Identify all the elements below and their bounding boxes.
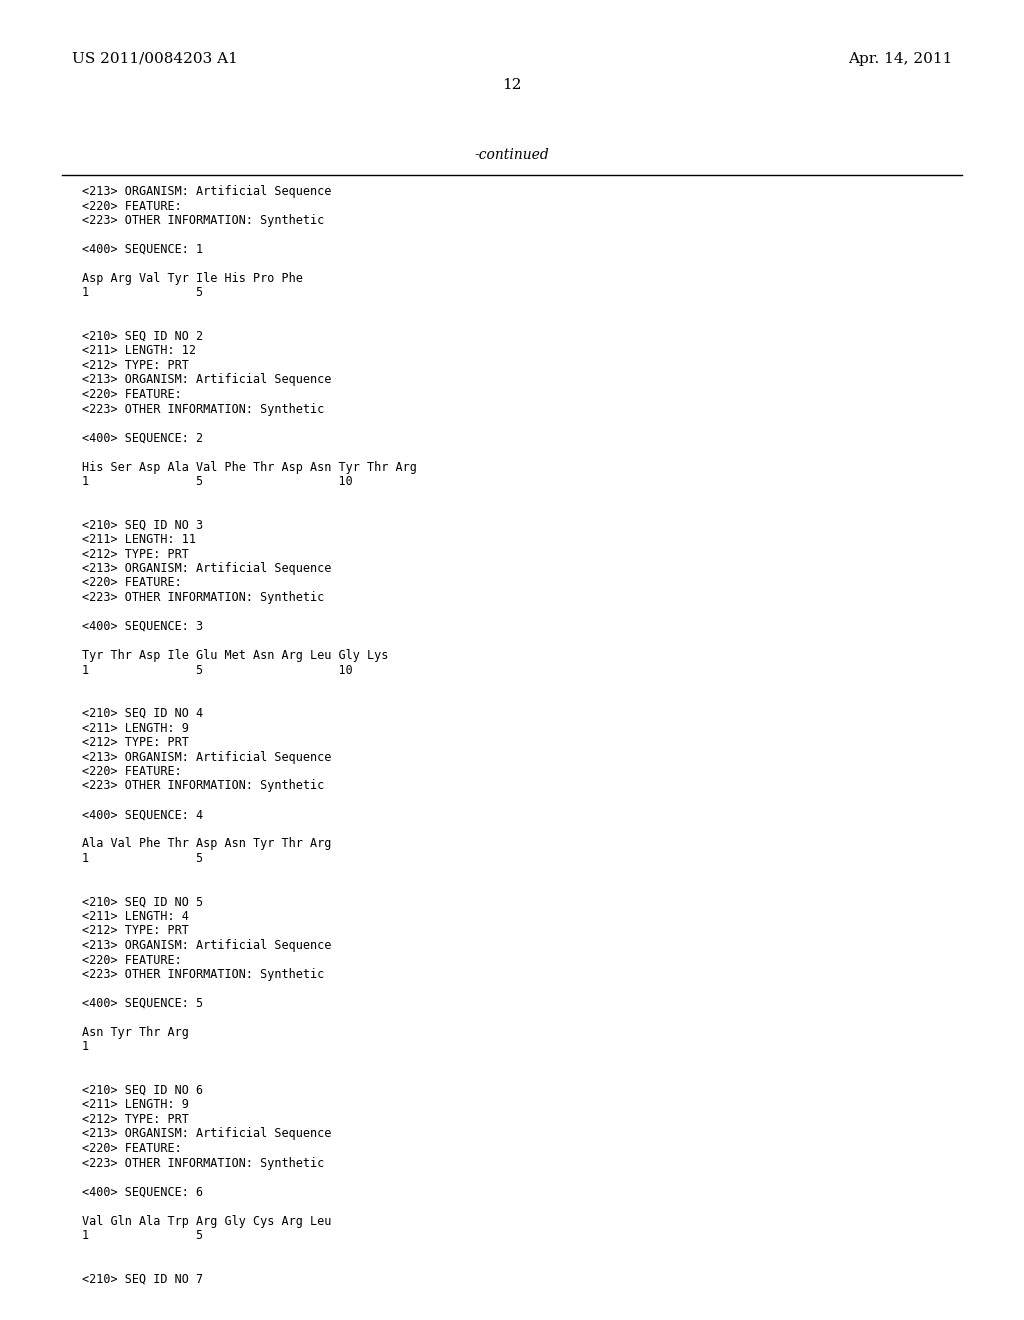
Text: <400> SEQUENCE: 2: <400> SEQUENCE: 2 (82, 432, 203, 445)
Text: 1               5: 1 5 (82, 851, 203, 865)
Text: <213> ORGANISM: Artificial Sequence: <213> ORGANISM: Artificial Sequence (82, 751, 332, 763)
Text: <400> SEQUENCE: 5: <400> SEQUENCE: 5 (82, 997, 203, 1010)
Text: <213> ORGANISM: Artificial Sequence: <213> ORGANISM: Artificial Sequence (82, 562, 332, 576)
Text: <210> SEQ ID NO 7: <210> SEQ ID NO 7 (82, 1272, 203, 1286)
Text: <220> FEATURE:: <220> FEATURE: (82, 388, 181, 401)
Text: Val Gln Ala Trp Arg Gly Cys Arg Leu: Val Gln Ala Trp Arg Gly Cys Arg Leu (82, 1214, 332, 1228)
Text: <220> FEATURE:: <220> FEATURE: (82, 577, 181, 590)
Text: 1               5: 1 5 (82, 286, 203, 300)
Text: <212> TYPE: PRT: <212> TYPE: PRT (82, 1113, 188, 1126)
Text: <212> TYPE: PRT: <212> TYPE: PRT (82, 548, 188, 561)
Text: <210> SEQ ID NO 6: <210> SEQ ID NO 6 (82, 1084, 203, 1097)
Text: 1: 1 (82, 1040, 89, 1053)
Text: <212> TYPE: PRT: <212> TYPE: PRT (82, 737, 188, 748)
Text: Ala Val Phe Thr Asp Asn Tyr Thr Arg: Ala Val Phe Thr Asp Asn Tyr Thr Arg (82, 837, 332, 850)
Text: <213> ORGANISM: Artificial Sequence: <213> ORGANISM: Artificial Sequence (82, 1127, 332, 1140)
Text: <211> LENGTH: 4: <211> LENGTH: 4 (82, 909, 188, 923)
Text: <223> OTHER INFORMATION: Synthetic: <223> OTHER INFORMATION: Synthetic (82, 780, 325, 792)
Text: 1               5                   10: 1 5 10 (82, 475, 352, 488)
Text: <211> LENGTH: 9: <211> LENGTH: 9 (82, 722, 188, 734)
Text: <400> SEQUENCE: 4: <400> SEQUENCE: 4 (82, 808, 203, 821)
Text: <223> OTHER INFORMATION: Synthetic: <223> OTHER INFORMATION: Synthetic (82, 591, 325, 605)
Text: <223> OTHER INFORMATION: Synthetic: <223> OTHER INFORMATION: Synthetic (82, 968, 325, 981)
Text: <220> FEATURE:: <220> FEATURE: (82, 766, 181, 777)
Text: Apr. 14, 2011: Apr. 14, 2011 (848, 51, 952, 66)
Text: <213> ORGANISM: Artificial Sequence: <213> ORGANISM: Artificial Sequence (82, 939, 332, 952)
Text: <220> FEATURE:: <220> FEATURE: (82, 953, 181, 966)
Text: -continued: -continued (475, 148, 549, 162)
Text: 1               5: 1 5 (82, 1229, 203, 1242)
Text: <210> SEQ ID NO 4: <210> SEQ ID NO 4 (82, 708, 203, 719)
Text: His Ser Asp Ala Val Phe Thr Asp Asn Tyr Thr Arg: His Ser Asp Ala Val Phe Thr Asp Asn Tyr … (82, 461, 417, 474)
Text: 1               5                   10: 1 5 10 (82, 664, 352, 676)
Text: <210> SEQ ID NO 2: <210> SEQ ID NO 2 (82, 330, 203, 343)
Text: <211> LENGTH: 9: <211> LENGTH: 9 (82, 1098, 188, 1111)
Text: <220> FEATURE:: <220> FEATURE: (82, 199, 181, 213)
Text: 12: 12 (502, 78, 522, 92)
Text: <400> SEQUENCE: 3: <400> SEQUENCE: 3 (82, 620, 203, 634)
Text: <213> ORGANISM: Artificial Sequence: <213> ORGANISM: Artificial Sequence (82, 374, 332, 387)
Text: Asp Arg Val Tyr Ile His Pro Phe: Asp Arg Val Tyr Ile His Pro Phe (82, 272, 303, 285)
Text: <212> TYPE: PRT: <212> TYPE: PRT (82, 924, 188, 937)
Text: Asn Tyr Thr Arg: Asn Tyr Thr Arg (82, 1026, 188, 1039)
Text: <223> OTHER INFORMATION: Synthetic: <223> OTHER INFORMATION: Synthetic (82, 403, 325, 416)
Text: <210> SEQ ID NO 5: <210> SEQ ID NO 5 (82, 895, 203, 908)
Text: <400> SEQUENCE: 1: <400> SEQUENCE: 1 (82, 243, 203, 256)
Text: <210> SEQ ID NO 3: <210> SEQ ID NO 3 (82, 519, 203, 532)
Text: Tyr Thr Asp Ile Glu Met Asn Arg Leu Gly Lys: Tyr Thr Asp Ile Glu Met Asn Arg Leu Gly … (82, 649, 388, 663)
Text: <220> FEATURE:: <220> FEATURE: (82, 1142, 181, 1155)
Text: <400> SEQUENCE: 6: <400> SEQUENCE: 6 (82, 1185, 203, 1199)
Text: <213> ORGANISM: Artificial Sequence: <213> ORGANISM: Artificial Sequence (82, 185, 332, 198)
Text: <211> LENGTH: 12: <211> LENGTH: 12 (82, 345, 196, 358)
Text: <223> OTHER INFORMATION: Synthetic: <223> OTHER INFORMATION: Synthetic (82, 214, 325, 227)
Text: <211> LENGTH: 11: <211> LENGTH: 11 (82, 533, 196, 546)
Text: US 2011/0084203 A1: US 2011/0084203 A1 (72, 51, 238, 66)
Text: <212> TYPE: PRT: <212> TYPE: PRT (82, 359, 188, 372)
Text: <223> OTHER INFORMATION: Synthetic: <223> OTHER INFORMATION: Synthetic (82, 1156, 325, 1170)
